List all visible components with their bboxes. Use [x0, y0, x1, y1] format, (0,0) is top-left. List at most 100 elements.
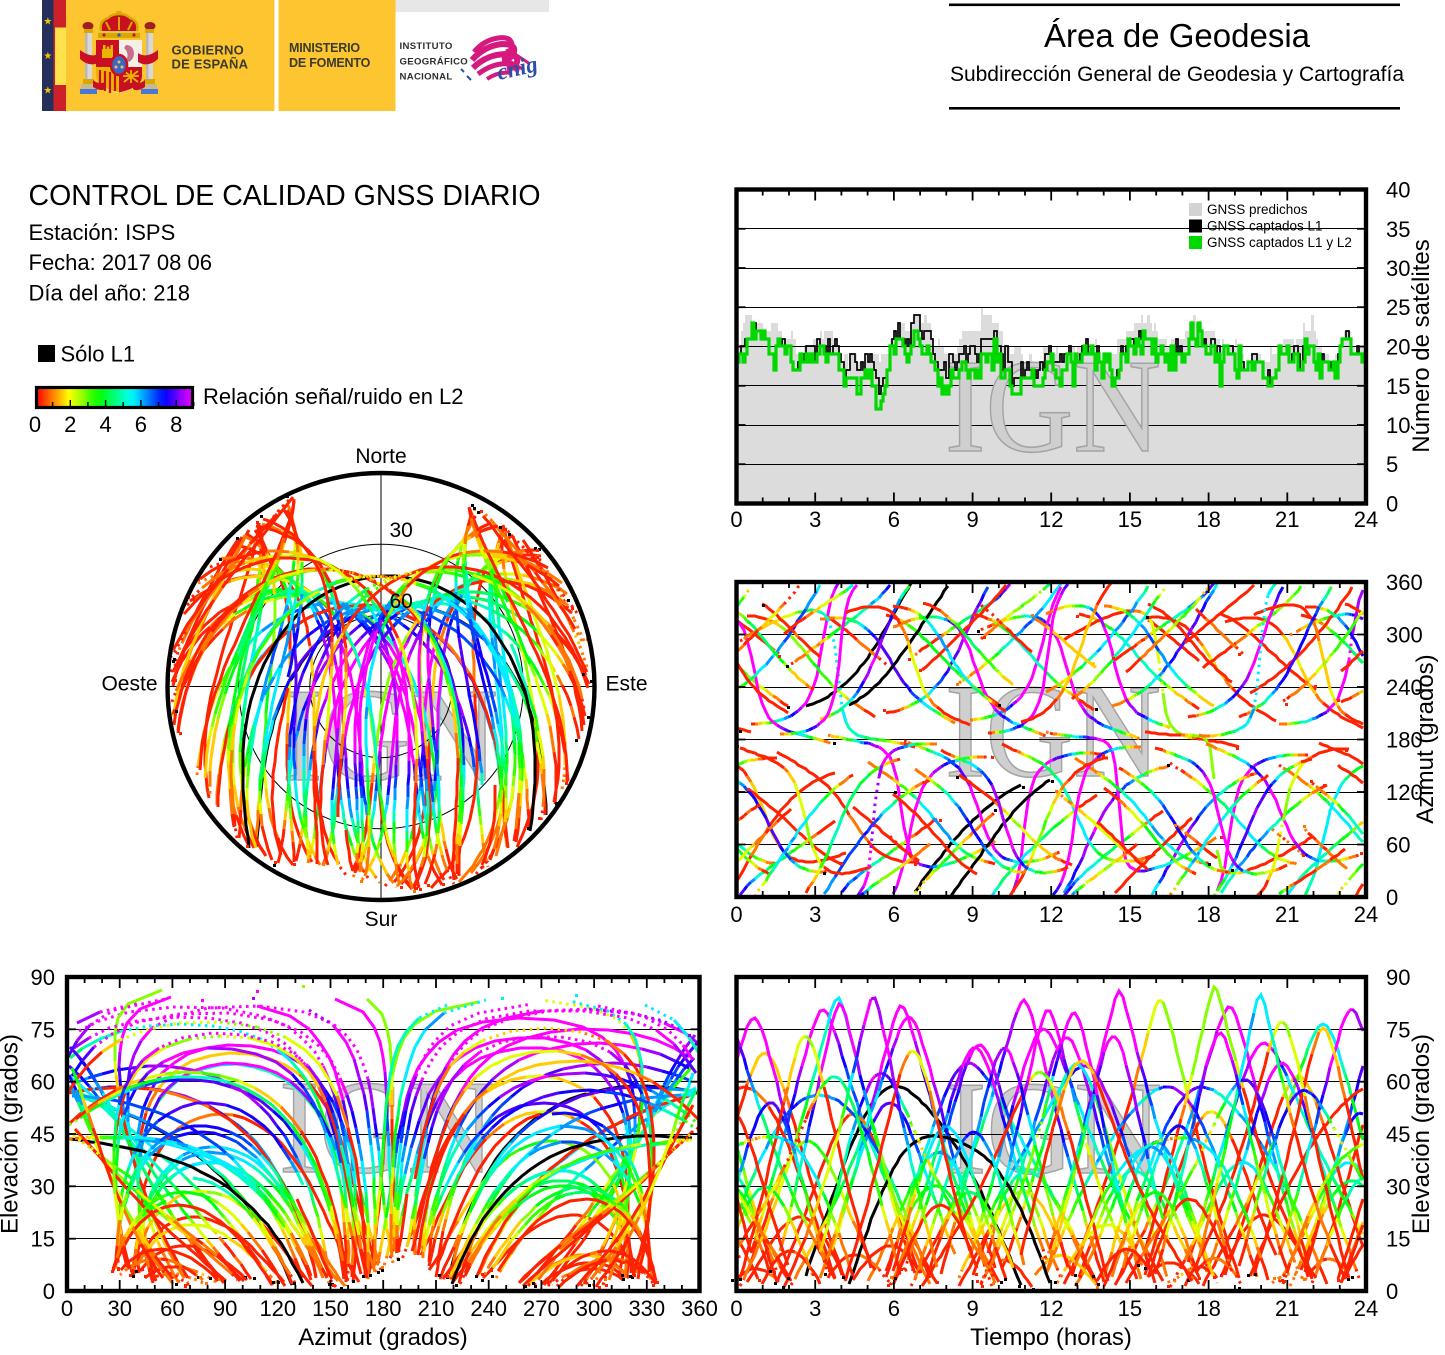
svg-text:DE ESPAÑA: DE ESPAÑA [172, 57, 249, 72]
svg-text:150: 150 [312, 1296, 349, 1321]
svg-text:60: 60 [31, 1070, 55, 1095]
svg-text:18: 18 [1196, 1296, 1220, 1321]
svg-text:30: 30 [107, 1296, 131, 1321]
svg-text:Elevación (grados): Elevación (grados) [0, 1034, 24, 1234]
svg-text:Subdirección General de Geodes: Subdirección General de Geodesia y Carto… [950, 63, 1404, 86]
svg-text:NACIONAL: NACIONAL [400, 72, 453, 83]
svg-text:120: 120 [259, 1296, 296, 1321]
svg-text:90: 90 [31, 965, 55, 990]
svg-text:90: 90 [1386, 965, 1410, 990]
svg-text:DE FOMENTO: DE FOMENTO [289, 56, 371, 70]
svg-text:9: 9 [966, 902, 978, 927]
svg-text:35: 35 [1386, 217, 1410, 242]
svg-text:18: 18 [1196, 507, 1220, 532]
svg-text:2: 2 [64, 412, 76, 437]
svg-text:Número de satélites: Número de satélites [1408, 239, 1435, 452]
svg-text:12: 12 [1039, 1296, 1063, 1321]
svg-text:240: 240 [1386, 675, 1423, 700]
svg-text:Sólo L1: Sólo L1 [61, 342, 136, 367]
svg-text:240: 240 [470, 1296, 507, 1321]
svg-text:0: 0 [61, 1296, 73, 1321]
svg-text:15: 15 [1386, 374, 1410, 399]
svg-text:21: 21 [1275, 902, 1299, 927]
svg-text:40: 40 [1386, 178, 1410, 203]
svg-text:Norte: Norte [355, 445, 406, 468]
svg-text:330: 330 [628, 1296, 665, 1321]
svg-text:24: 24 [1354, 507, 1378, 532]
svg-text:6: 6 [888, 902, 900, 927]
svg-text:60: 60 [1386, 833, 1410, 858]
svg-text:CONTROL DE CALIDAD GNSS DIARIO: CONTROL DE CALIDAD GNSS DIARIO [29, 180, 541, 212]
svg-text:Azimut (grados): Azimut (grados) [1412, 654, 1439, 823]
svg-text:10: 10 [1386, 413, 1410, 438]
svg-text:9: 9 [966, 507, 978, 532]
svg-text:Elevación (grados): Elevación (grados) [1408, 1034, 1435, 1234]
svg-text:15: 15 [1118, 507, 1142, 532]
svg-text:0: 0 [1386, 885, 1398, 910]
svg-text:360: 360 [1386, 570, 1423, 595]
svg-text:30: 30 [31, 1174, 55, 1199]
svg-text:60: 60 [390, 590, 413, 613]
svg-text:30: 30 [1386, 1174, 1410, 1199]
svg-text:12: 12 [1039, 507, 1063, 532]
svg-text:75: 75 [1386, 1017, 1410, 1042]
svg-text:24: 24 [1354, 902, 1378, 927]
svg-text:Día del año: 218: Día del año: 218 [29, 281, 190, 306]
svg-text:GNSS predichos: GNSS predichos [1207, 202, 1308, 217]
svg-text:★: ★ [43, 51, 52, 62]
svg-text:180: 180 [1386, 728, 1423, 753]
svg-text:75: 75 [31, 1017, 55, 1042]
svg-text:GOBIERNO: GOBIERNO [172, 43, 244, 58]
svg-text:4: 4 [99, 412, 111, 437]
svg-text:★: ★ [43, 17, 52, 28]
svg-text:GNSS captados L1: GNSS captados L1 [1207, 219, 1323, 234]
svg-text:60: 60 [1386, 1070, 1410, 1095]
svg-text:15: 15 [1118, 902, 1142, 927]
svg-text:0: 0 [730, 507, 742, 532]
svg-text:Sur: Sur [365, 908, 398, 931]
svg-text:21: 21 [1275, 1296, 1299, 1321]
svg-text:30: 30 [390, 519, 413, 542]
svg-text:3: 3 [809, 507, 821, 532]
svg-text:180: 180 [365, 1296, 402, 1321]
svg-text:6: 6 [135, 412, 147, 437]
svg-text:60: 60 [160, 1296, 184, 1321]
svg-text:21: 21 [1275, 507, 1299, 532]
svg-text:Este: Este [606, 673, 648, 696]
svg-text:6: 6 [888, 507, 900, 532]
svg-text:360: 360 [681, 1296, 718, 1321]
svg-text:210: 210 [418, 1296, 455, 1321]
svg-text:24: 24 [1354, 1296, 1378, 1321]
svg-text:9: 9 [966, 1296, 978, 1321]
svg-text:15: 15 [1386, 1227, 1410, 1252]
svg-text:0: 0 [29, 412, 41, 437]
svg-text:120: 120 [1386, 780, 1423, 805]
svg-text:8: 8 [170, 412, 182, 437]
svg-text:Fecha: 2017 08 06: Fecha: 2017 08 06 [29, 250, 212, 275]
svg-text:GNSS captados L1 y L2: GNSS captados L1 y L2 [1207, 235, 1352, 250]
svg-text:15: 15 [31, 1227, 55, 1252]
svg-text:3: 3 [809, 1296, 821, 1321]
svg-text:3: 3 [809, 902, 821, 927]
svg-text:Azimut (grados): Azimut (grados) [298, 1324, 467, 1350]
svg-text:45: 45 [31, 1122, 55, 1147]
svg-text:MINISTERIO: MINISTERIO [289, 41, 360, 55]
svg-text:5: 5 [1386, 452, 1398, 477]
svg-text:0: 0 [43, 1279, 55, 1304]
svg-text:18: 18 [1196, 902, 1220, 927]
svg-text:Área de Geodesia: Área de Geodesia [1044, 17, 1311, 54]
svg-text:20: 20 [1386, 335, 1410, 360]
svg-text:300: 300 [576, 1296, 613, 1321]
svg-text:GEOGRÁFICO: GEOGRÁFICO [400, 56, 469, 68]
svg-text:90: 90 [213, 1296, 237, 1321]
svg-text:12: 12 [1039, 902, 1063, 927]
svg-text:15: 15 [1118, 1296, 1142, 1321]
svg-text:Estación: ISPS: Estación: ISPS [29, 220, 176, 245]
svg-text:30: 30 [1386, 256, 1410, 281]
svg-text:0: 0 [730, 1296, 742, 1321]
svg-text:Relación señal/ruido en L2: Relación señal/ruido en L2 [203, 384, 464, 409]
svg-text:6: 6 [888, 1296, 900, 1321]
svg-text:45: 45 [1386, 1122, 1410, 1147]
svg-text:270: 270 [523, 1296, 560, 1321]
svg-text:0: 0 [730, 902, 742, 927]
